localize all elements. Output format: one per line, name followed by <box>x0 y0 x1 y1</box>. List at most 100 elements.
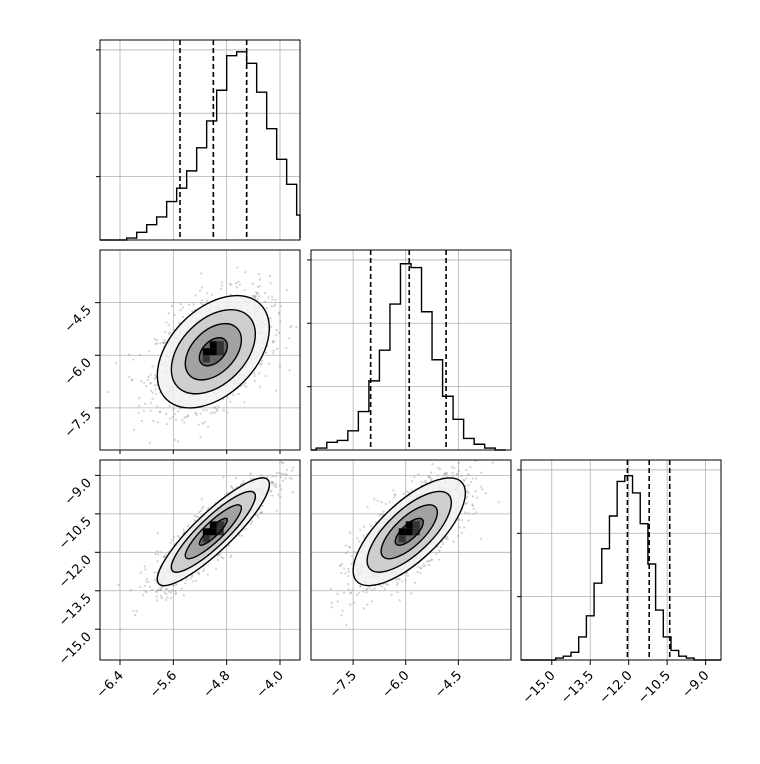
scatter-point <box>265 352 267 354</box>
scatter-point <box>269 282 271 284</box>
scatter-point <box>198 424 200 426</box>
scatter-point <box>145 590 147 592</box>
scatter-point <box>348 588 350 590</box>
scatter-point <box>159 551 161 553</box>
scatter-point <box>388 501 390 503</box>
scatter-point <box>198 511 200 513</box>
scatter-point <box>169 542 171 544</box>
scatter-point <box>146 578 148 580</box>
density-core-block <box>406 528 413 535</box>
scatter-point <box>279 320 281 322</box>
scatter-point <box>209 412 211 414</box>
scatter-point <box>394 494 396 496</box>
scatter-point <box>186 578 188 580</box>
scatter-point <box>151 398 153 400</box>
histogram-panel-1 <box>307 250 511 450</box>
scatter-point <box>138 405 140 407</box>
scatter-point <box>165 413 167 415</box>
scatter-point <box>347 568 349 570</box>
scatter-point <box>222 557 224 559</box>
histogram-panel-0 <box>96 40 300 240</box>
scatter-point <box>156 342 158 344</box>
scatter-point <box>262 505 264 507</box>
scatter-point <box>470 481 472 483</box>
scatter-point <box>165 321 167 323</box>
scatter-point <box>458 526 460 528</box>
scatter-point <box>216 408 218 410</box>
scatter-point <box>419 567 421 569</box>
scatter-point <box>438 551 440 553</box>
scatter-point <box>339 565 341 567</box>
scatter-point <box>235 282 237 284</box>
scatter-point <box>365 591 367 593</box>
y-tick-label: −15.0 <box>56 629 95 668</box>
scatter-point <box>143 410 145 412</box>
scatter-point <box>410 592 412 594</box>
scatter-point <box>438 559 440 561</box>
scatter-point <box>250 474 252 476</box>
scatter-point <box>472 513 474 515</box>
scatter-point <box>369 587 371 589</box>
scatter-point <box>156 405 158 407</box>
scatter-point <box>371 600 373 602</box>
scatter-point <box>380 501 382 503</box>
scatter-point <box>347 575 349 577</box>
scatter-point <box>428 560 430 562</box>
scatter-point <box>235 477 237 479</box>
scatter-point <box>170 597 172 599</box>
scatter-point <box>279 485 281 487</box>
scatter-point <box>286 469 288 471</box>
scatter-point <box>144 403 146 405</box>
scatter-point <box>419 572 421 574</box>
scatter-point <box>352 589 354 591</box>
scatter-point <box>173 408 175 410</box>
scatter-point <box>340 572 342 574</box>
scatter-point <box>337 601 339 603</box>
scatter-point <box>252 283 254 285</box>
scatter-point <box>396 591 398 593</box>
scatter-point <box>149 382 151 384</box>
scatter-point <box>150 410 152 412</box>
scatter-point <box>148 350 150 352</box>
scatter-point <box>461 519 463 521</box>
scatter-point <box>198 571 200 573</box>
density-core-block <box>210 341 217 348</box>
scatter-point <box>199 413 201 415</box>
scatter-point <box>197 516 199 518</box>
scatter-point <box>498 501 500 503</box>
scatter-point <box>429 476 431 478</box>
scatter-point <box>463 457 465 459</box>
scatter-point <box>285 347 287 349</box>
scatter-point <box>239 284 241 286</box>
scatter-point <box>169 417 171 419</box>
scatter-point <box>154 553 156 555</box>
scatter-point <box>157 553 159 555</box>
scatter-point <box>193 520 195 522</box>
scatter-point <box>350 592 352 594</box>
scatter-point <box>161 597 163 599</box>
scatter-point <box>378 514 380 516</box>
scatter-point <box>238 393 240 395</box>
scatter-point <box>272 352 274 354</box>
scatter-point <box>359 529 361 531</box>
scatter-point <box>278 313 280 315</box>
scatter-point <box>133 428 135 430</box>
scatter-point <box>274 303 276 305</box>
scatter-point <box>284 477 286 479</box>
scatter-point <box>431 463 433 465</box>
scatter-point <box>172 416 174 418</box>
scatter-point <box>256 293 258 295</box>
scatter-point <box>453 467 455 469</box>
scatter-point <box>220 288 222 290</box>
scatter-point <box>467 520 469 522</box>
scatter-point <box>258 295 260 297</box>
scatter-point <box>271 305 273 307</box>
scatter-point <box>144 565 146 567</box>
scatter-point <box>242 480 244 482</box>
density-core-block <box>210 528 217 535</box>
scatter-point <box>221 285 223 287</box>
scatter-point <box>149 586 151 588</box>
scatter-point <box>243 289 245 291</box>
